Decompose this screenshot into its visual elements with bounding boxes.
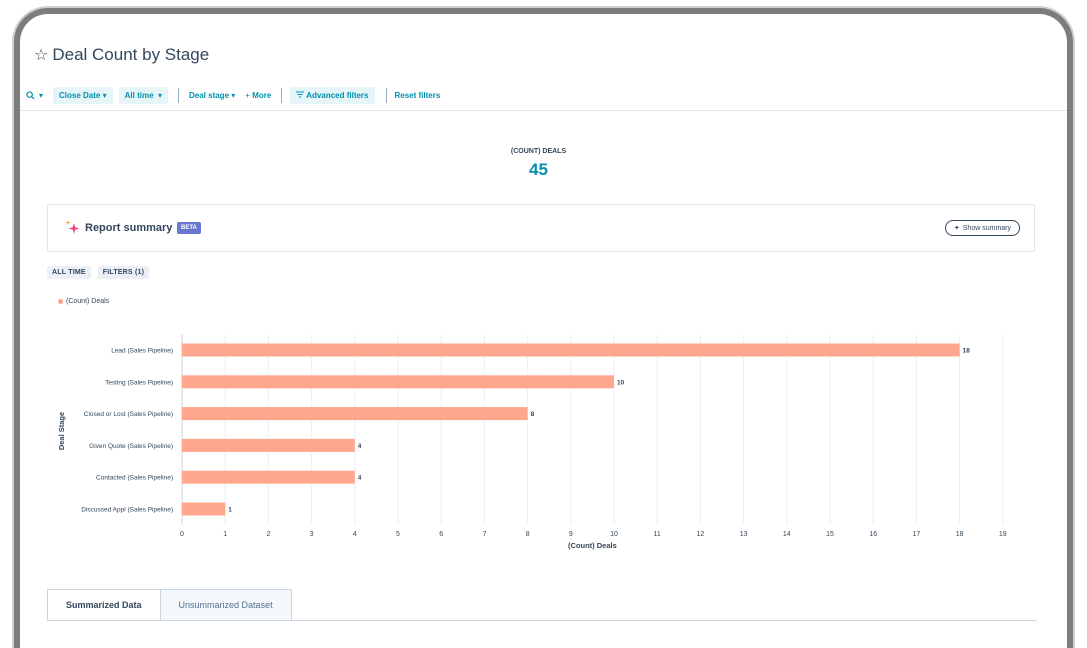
category-label: Testing (Sales Pipeline)	[105, 379, 173, 386]
x-tick-label: 3	[310, 531, 314, 538]
reset-filters-link[interactable]: Reset filters	[394, 90, 441, 100]
x-tick-label: 16	[869, 531, 877, 538]
kpi-value: 45	[529, 160, 548, 179]
report-tags: ALL TIME FILTERS (1)	[47, 266, 150, 279]
more-label: More	[252, 90, 272, 100]
tag-filters[interactable]: FILTERS (1)	[97, 266, 150, 279]
bar[interactable]	[182, 470, 355, 484]
bar[interactable]	[182, 438, 355, 452]
x-tick-label: 1	[223, 531, 227, 538]
x-tick-label: 2	[266, 531, 270, 538]
show-summary-label: Show summary	[962, 224, 1011, 232]
x-tick-label: 15	[826, 531, 834, 538]
bar[interactable]	[182, 407, 528, 421]
category-label: Given Quote (Sales Pipeline)	[89, 443, 173, 450]
legend-swatch	[58, 299, 63, 304]
report-view: ☆ Deal Count by Stage ▾ Close Date ▾ All…	[20, 14, 1067, 648]
star-icon[interactable]: ☆	[34, 47, 49, 64]
x-tick-label: 11	[654, 531, 661, 538]
close-date-label: Close Date	[59, 90, 101, 100]
x-tick-label: 8	[526, 531, 530, 538]
deal-stage-filter[interactable]: Deal stage ▾	[189, 91, 235, 100]
category-label: Lead (Sales Pipeline)	[111, 348, 173, 355]
window-frame: ☆ Deal Count by Stage ▾ Close Date ▾ All…	[14, 8, 1073, 648]
advanced-filters-label: Advanced filters	[306, 90, 369, 100]
tabs-divider	[47, 620, 1037, 621]
data-label: 10	[617, 379, 625, 386]
data-tabs: Summarized Data Unsummarized Dataset	[47, 589, 292, 623]
x-axis-title: (Count) Deals	[568, 541, 617, 550]
more-filters-button[interactable]: + More	[245, 91, 271, 100]
x-tick-label: 5	[396, 531, 400, 538]
divider	[385, 87, 387, 103]
bar[interactable]	[182, 375, 614, 389]
x-tick-label: 14	[783, 531, 791, 538]
category-label: Discussed Appl (Sales Pipeline)	[81, 507, 173, 514]
divider	[178, 87, 179, 103]
bar[interactable]	[182, 502, 226, 516]
data-label: 8	[531, 411, 535, 418]
category-label: Contacted (Sales Pipeline)	[96, 475, 173, 482]
chevron-down-icon: ▾	[39, 90, 44, 100]
x-tick-label: 9	[569, 531, 573, 538]
advanced-filters-button[interactable]: Advanced filters	[290, 86, 375, 104]
plus-icon: +	[245, 90, 250, 100]
x-tick-label: 17	[913, 531, 921, 538]
data-label: 4	[358, 475, 362, 482]
x-tick-label: 13	[740, 531, 748, 538]
data-label: 4	[358, 443, 362, 450]
sparkle-icon	[65, 220, 80, 234]
search-icon	[26, 90, 35, 100]
data-label: 18	[963, 348, 971, 355]
x-tick-label: 19	[999, 531, 1007, 538]
chevron-down-icon: ▾	[157, 90, 162, 100]
toolbar-divider	[20, 110, 1067, 111]
search-dropdown[interactable]: ▾	[26, 91, 43, 100]
x-tick-label: 12	[697, 531, 705, 538]
sparkle-small-icon: ✦	[953, 225, 960, 232]
data-label: 1	[228, 507, 232, 514]
time-range-filter[interactable]: All time ▾	[118, 86, 168, 104]
x-tick-label: 7	[482, 531, 486, 538]
category-label: Closed or Lost (Sales Pipeline)	[84, 411, 173, 418]
filter-lines-icon	[296, 91, 305, 97]
chevron-down-icon: ▾	[102, 90, 107, 100]
tab-unsummarized-dataset[interactable]: Unsummarized Dataset	[160, 589, 292, 621]
report-title: ☆ Deal Count by Stage	[34, 45, 209, 65]
report-summary-label: Report summary	[85, 222, 173, 234]
filter-toolbar: ▾ Close Date ▾ All time ▾ Deal stage ▾ +…	[26, 85, 450, 105]
chart-legend: (Count) Deals	[58, 298, 109, 305]
x-tick-label: 6	[439, 531, 443, 538]
x-tick-label: 0	[180, 531, 184, 538]
show-summary-button[interactable]: ✦ Show summary	[944, 220, 1020, 236]
legend-label: (Count) Deals	[66, 298, 110, 305]
report-summary-panel: Report summary BETA ✦ Show summary	[47, 204, 1035, 252]
bar[interactable]	[182, 343, 960, 357]
x-tick-label: 10	[610, 531, 618, 538]
x-tick-label: 18	[956, 531, 964, 538]
time-range-label: All time	[124, 90, 154, 100]
divider	[281, 87, 283, 103]
tag-all-time[interactable]: ALL TIME	[47, 266, 91, 279]
close-date-filter[interactable]: Close Date ▾	[53, 86, 113, 104]
tab-summarized-data[interactable]: Summarized Data	[47, 589, 161, 621]
kpi-label: (COUNT) DEALS	[510, 148, 567, 155]
y-axis-title: Deal Stage	[57, 412, 66, 450]
chevron-down-icon: ▾	[231, 90, 236, 100]
deal-stage-label: Deal stage	[189, 90, 230, 100]
report-title-text: Deal Count by Stage	[52, 45, 210, 64]
x-tick-label: 4	[353, 531, 357, 538]
beta-badge: BETA	[177, 222, 201, 234]
